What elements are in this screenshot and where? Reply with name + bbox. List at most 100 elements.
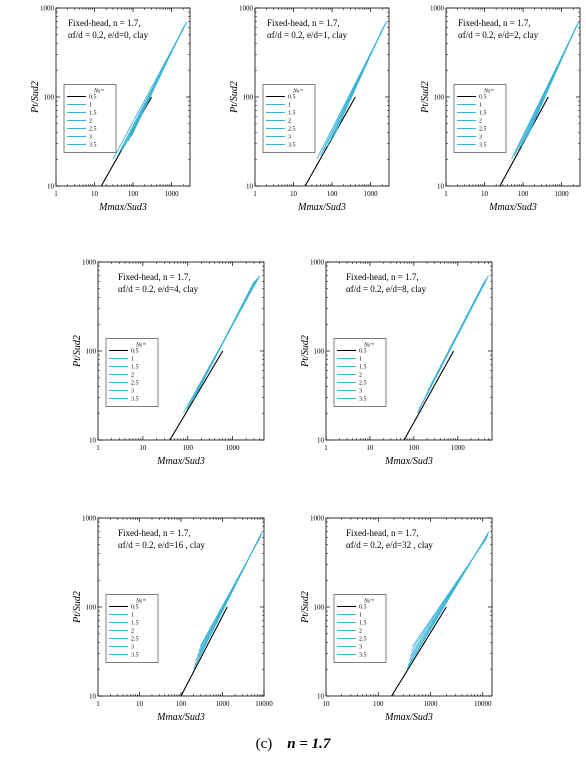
legend-box: [333, 594, 387, 663]
y-tick-label: 10: [317, 693, 325, 701]
legend-label: 3.5: [89, 143, 97, 149]
x-tick-label: 1000: [364, 190, 379, 198]
legend-label: 3: [479, 135, 482, 141]
x-tick-label: 10: [139, 444, 147, 452]
x-tick-label: 10: [290, 190, 298, 198]
y-tick-label: 10: [246, 183, 254, 191]
chart-title-line2: αf/d = 0.2, e/d=16 , clay: [118, 540, 205, 550]
series-line-ns-0.5: [499, 96, 549, 187]
legend-label: 0.5: [359, 349, 367, 355]
y-tick-label: 1000: [40, 5, 55, 13]
caption-value: n = 1.7: [287, 736, 331, 752]
series-line-ns-3.5: [130, 27, 184, 137]
legend-label: 2: [359, 629, 362, 635]
legend-label: 3: [288, 135, 291, 141]
legend-label: 2.5: [89, 127, 97, 133]
legend-label: 2: [288, 119, 291, 125]
legend-label: 2: [359, 373, 362, 379]
x-axis-label: Mmax/Sud3: [297, 202, 346, 213]
legend-title: Ns=: [135, 599, 146, 605]
chart-title-line2: αf/d = 0.2, e/d=0, clay: [68, 30, 149, 40]
x-tick-label: 10: [481, 190, 489, 198]
series-line-ns-3.5: [412, 537, 488, 647]
chart-title-line2: αf/d = 0.2, e/d=4, clay: [118, 284, 199, 294]
chart-title-line2: αf/d = 0.2, e/d=8, clay: [346, 284, 427, 294]
y-axis-label: Pt/Sud2: [229, 81, 240, 114]
y-tick-label: 100: [44, 94, 55, 102]
legend-label: 3: [131, 389, 134, 395]
caption-label: (c): [255, 736, 273, 752]
chart-title: Fixed-head, n = 1.7,: [68, 18, 141, 28]
y-tick-label: 100: [243, 94, 254, 102]
legend-label: 2.5: [479, 127, 487, 133]
y-tick-label: 1000: [82, 515, 97, 523]
legend-label: 0.5: [89, 95, 97, 101]
legend-label: 0.5: [359, 605, 367, 611]
y-tick-label: 100: [314, 604, 325, 612]
legend-title: Ns=: [135, 343, 146, 349]
x-tick-label: 100: [176, 700, 187, 708]
legend-label: 3: [131, 645, 134, 651]
x-tick-label: 10000: [255, 700, 273, 708]
x-tick-label: 1: [253, 190, 257, 198]
series-line-ns-3.5: [427, 281, 485, 391]
x-tick-label: 1000: [555, 190, 570, 198]
series-line-ns-3.5: [199, 537, 261, 647]
x-tick-label: 100: [409, 444, 420, 452]
y-tick-label: 10: [89, 693, 97, 701]
x-tick-label: 100: [128, 190, 139, 198]
legend-label: 1: [359, 357, 362, 363]
y-tick-label: 100: [434, 94, 445, 102]
x-tick-label: 10: [91, 190, 99, 198]
x-tick-label: 100: [327, 190, 338, 198]
y-axis-label: Pt/Sud2: [420, 81, 431, 114]
legend-box: [105, 338, 159, 407]
x-axis-label: Mmax/Sud3: [156, 712, 205, 723]
legend-label: 1: [479, 103, 482, 109]
legend-title: Ns=: [363, 599, 374, 605]
legend-label: 3.5: [359, 397, 367, 403]
legend-label: 1.5: [479, 111, 487, 117]
legend-box: [333, 338, 387, 407]
y-tick-label: 10: [437, 183, 445, 191]
legend-label: 3.5: [131, 653, 139, 659]
chart-title: Fixed-head, n = 1.7,: [118, 272, 191, 282]
legend-label: 3.5: [288, 143, 296, 149]
legend-label: 0.5: [479, 95, 487, 101]
x-tick-label: 100: [183, 444, 194, 452]
x-tick-label: 1: [444, 190, 448, 198]
series-line-ns-0.5: [304, 96, 356, 187]
legend-box: [105, 594, 159, 663]
legend-label: 3.5: [479, 143, 487, 149]
y-tick-label: 100: [86, 348, 97, 356]
chart-panel-7: 10 100 1000 10000 10 100 1000 Fixed-head, n = 1…: [300, 515, 493, 723]
chart-title: Fixed-head, n = 1.7,: [458, 18, 531, 28]
y-axis-label: Pt/Sud2: [300, 591, 311, 624]
y-tick-label: 1000: [82, 259, 97, 267]
legend-label: 3: [359, 389, 362, 395]
x-tick-label: 10: [366, 444, 374, 452]
figure-caption: (c) n = 1.7: [0, 736, 586, 753]
y-axis-label: Pt/Sud2: [300, 335, 311, 368]
y-axis-label: Pt/Sud2: [30, 81, 41, 114]
legend-label: 2.5: [131, 381, 139, 387]
legend-title: Ns=: [93, 89, 104, 95]
series-line-ns-0.5: [180, 606, 228, 697]
chart-title-line2: αf/d = 0.2, e/d=2, clay: [458, 30, 539, 40]
series-line-ns-3.5: [527, 27, 577, 137]
y-tick-label: 100: [86, 604, 97, 612]
legend-label: 2: [131, 629, 134, 635]
y-tick-label: 10: [89, 437, 97, 445]
x-tick-label: 10: [323, 700, 331, 708]
x-tick-label: 100: [373, 700, 384, 708]
series-line-ns-3.5: [197, 281, 255, 391]
legend-label: 0.5: [288, 95, 296, 101]
legend-label: 2.5: [359, 381, 367, 387]
legend-label: 2: [479, 119, 482, 125]
x-tick-label: 1: [324, 444, 328, 452]
legend-label: 0.5: [131, 349, 139, 355]
